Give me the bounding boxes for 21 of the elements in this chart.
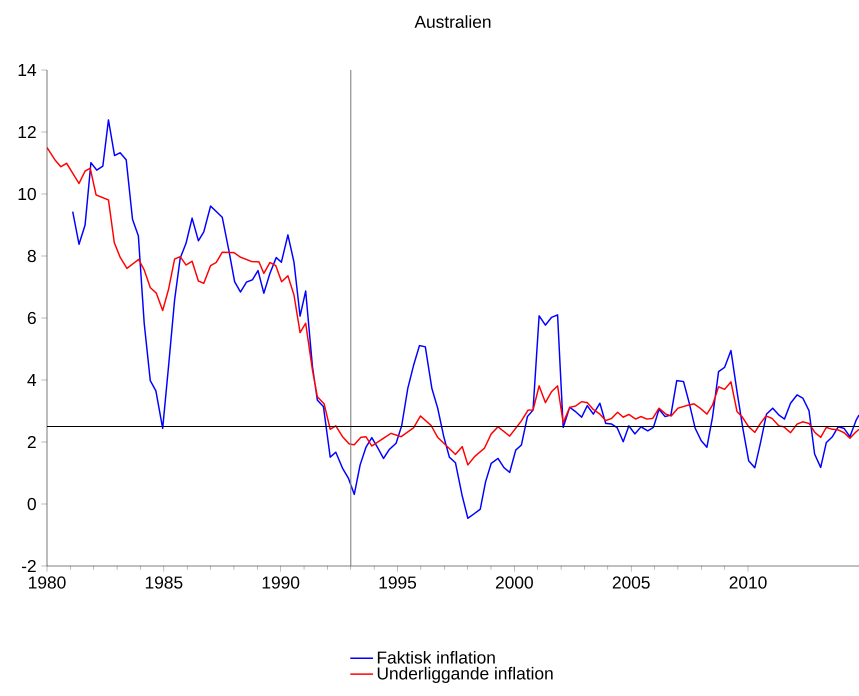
y-tick-label: 10	[18, 188, 36, 200]
line-series	[47, 146, 859, 466]
chart-title: Australien	[414, 15, 490, 28]
x-tick-label: 1980	[29, 576, 66, 589]
y-tick-label: 0	[28, 498, 36, 510]
line-series	[72, 119, 859, 519]
y-tick-label: -2	[22, 560, 36, 572]
y-tick-label: 6	[28, 312, 36, 324]
y-tick-label: 8	[28, 250, 36, 262]
y-tick-label: 12	[18, 126, 36, 138]
x-tick-label: 1995	[380, 576, 416, 589]
y-tick-label: 4	[27, 374, 36, 386]
x-tick-label: 2010	[730, 576, 767, 589]
y-tick-label: 14	[18, 64, 36, 76]
x-tick-label: 2000	[496, 576, 533, 589]
x-tick-label: 1990	[262, 576, 300, 589]
x-tick-label: 1985	[146, 576, 182, 589]
legend-label: Underliggande inflation	[378, 666, 553, 684]
x-tick-label: 2005	[612, 576, 650, 589]
legend-label: Faktisk inflation	[378, 650, 495, 664]
y-tick-label: 2	[28, 436, 36, 448]
